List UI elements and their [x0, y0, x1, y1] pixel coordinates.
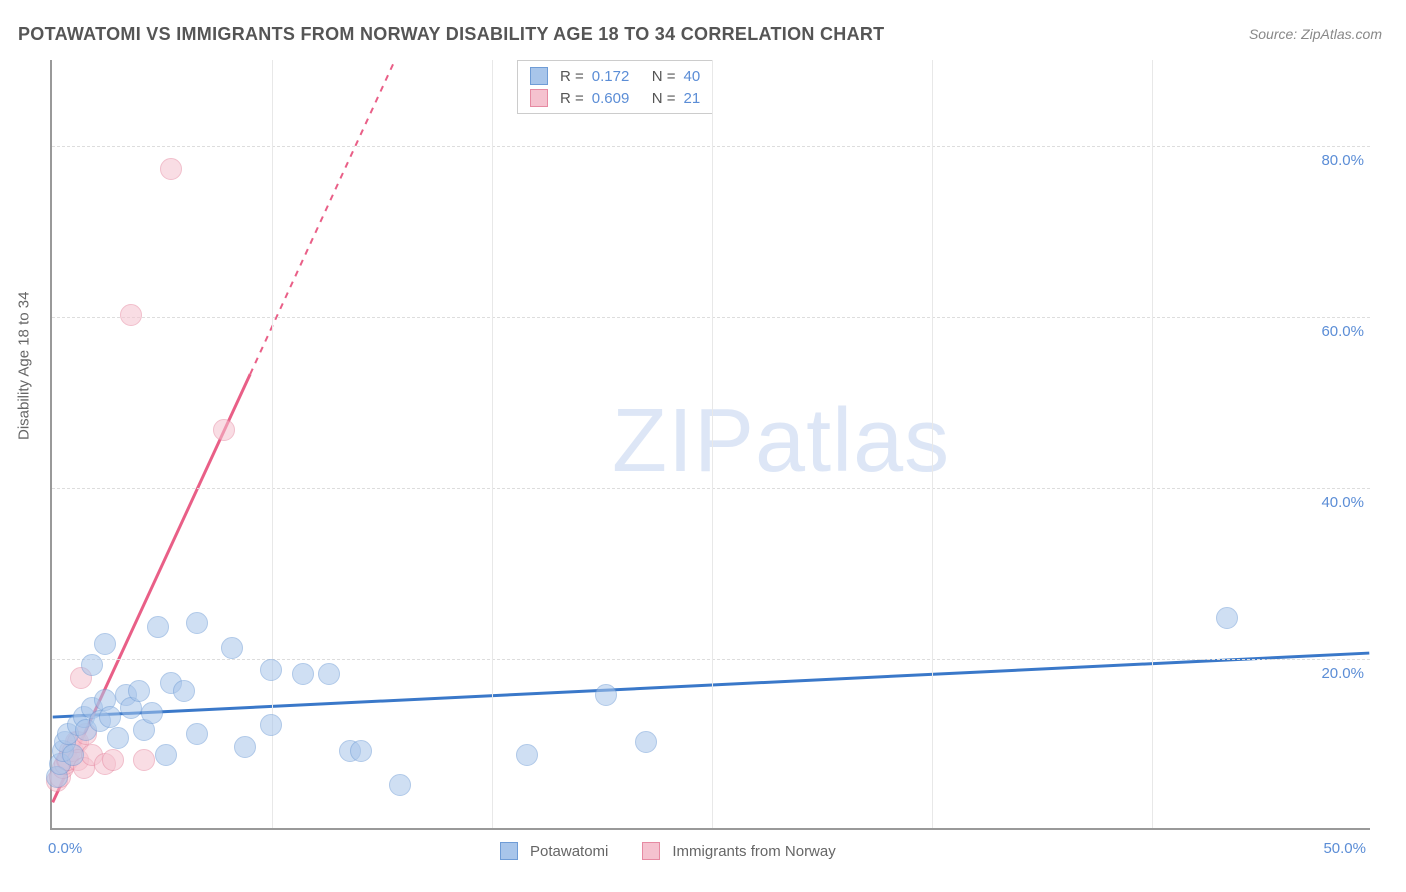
watermark: ZIPatlas: [612, 390, 950, 493]
watermark-thin: atlas: [755, 391, 950, 491]
source-attribution: Source: ZipAtlas.com: [1249, 26, 1382, 42]
legend-n-label: N =: [652, 90, 676, 107]
regression-line: [53, 653, 1370, 717]
scatter-point-blue: [107, 727, 129, 749]
scatter-point-pink: [133, 749, 155, 771]
gridline-h: [52, 146, 1370, 147]
scatter-point-blue: [318, 663, 340, 685]
legend-series-label: Potawatomi: [530, 843, 608, 860]
scatter-point-blue: [234, 736, 256, 758]
y-tick-label: 40.0%: [1321, 494, 1364, 511]
scatter-point-blue: [635, 731, 657, 753]
regression-lines: [52, 60, 1370, 828]
y-tick-label: 20.0%: [1321, 665, 1364, 682]
scatter-point-blue: [389, 774, 411, 796]
scatter-point-blue: [260, 714, 282, 736]
legend-series: Potawatomi Immigrants from Norway: [500, 842, 862, 860]
scatter-point-blue: [221, 637, 243, 659]
gridline-h: [52, 659, 1370, 660]
watermark-bold: ZIP: [612, 391, 755, 491]
legend-correlation-row: R = 0.172 N = 40: [530, 65, 700, 87]
y-tick-label: 80.0%: [1321, 152, 1364, 169]
scatter-point-blue: [62, 744, 84, 766]
scatter-point-blue: [260, 659, 282, 681]
scatter-point-blue: [173, 680, 195, 702]
legend-n-value: 40: [684, 68, 701, 85]
legend-swatch: [500, 842, 518, 860]
gridline-h: [52, 317, 1370, 318]
legend-swatch: [642, 842, 660, 860]
scatter-point-blue: [595, 684, 617, 706]
scatter-point-pink: [160, 158, 182, 180]
plot-area: ZIPatlas R = 0.172 N = 40 R = 0.609 N = 21 20.0…: [50, 60, 1370, 830]
scatter-point-blue: [155, 744, 177, 766]
legend-n-value: 21: [684, 90, 701, 107]
gridline-h: [52, 488, 1370, 489]
scatter-point-blue: [516, 744, 538, 766]
scatter-point-blue: [350, 740, 372, 762]
scatter-point-pink: [213, 419, 235, 441]
scatter-point-blue: [94, 633, 116, 655]
scatter-point-pink: [120, 304, 142, 326]
scatter-point-blue: [186, 612, 208, 634]
gridline-v: [492, 60, 493, 828]
source-label: Source:: [1249, 26, 1301, 42]
x-tick-label: 50.0%: [1323, 840, 1366, 857]
y-axis-title: Disability Age 18 to 34: [16, 292, 33, 440]
legend-correlation-box: R = 0.172 N = 40 R = 0.609 N = 21: [517, 60, 713, 114]
scatter-point-blue: [99, 706, 121, 728]
scatter-point-blue: [128, 680, 150, 702]
legend-r-label: R =: [560, 68, 584, 85]
gridline-v: [932, 60, 933, 828]
legend-r-label: R =: [560, 90, 584, 107]
legend-r-value: 0.172: [592, 68, 644, 85]
legend-swatch: [530, 67, 548, 85]
scatter-point-blue: [81, 654, 103, 676]
scatter-point-blue: [292, 663, 314, 685]
gridline-v: [1152, 60, 1153, 828]
legend-series-label: Immigrants from Norway: [672, 843, 835, 860]
legend-correlation-row: R = 0.609 N = 21: [530, 87, 700, 109]
legend-swatch: [530, 89, 548, 107]
gridline-v: [712, 60, 713, 828]
scatter-point-blue: [141, 702, 163, 724]
scatter-point-blue: [147, 616, 169, 638]
y-tick-label: 60.0%: [1321, 323, 1364, 340]
gridline-v: [272, 60, 273, 828]
scatter-point-blue: [1216, 607, 1238, 629]
legend-r-value: 0.609: [592, 90, 644, 107]
scatter-point-blue: [186, 723, 208, 745]
scatter-point-pink: [102, 749, 124, 771]
legend-n-label: N =: [652, 68, 676, 85]
chart-title: POTAWATOMI VS IMMIGRANTS FROM NORWAY DIS…: [18, 24, 884, 45]
x-tick-label: 0.0%: [48, 840, 82, 857]
source-name: ZipAtlas.com: [1301, 26, 1382, 42]
